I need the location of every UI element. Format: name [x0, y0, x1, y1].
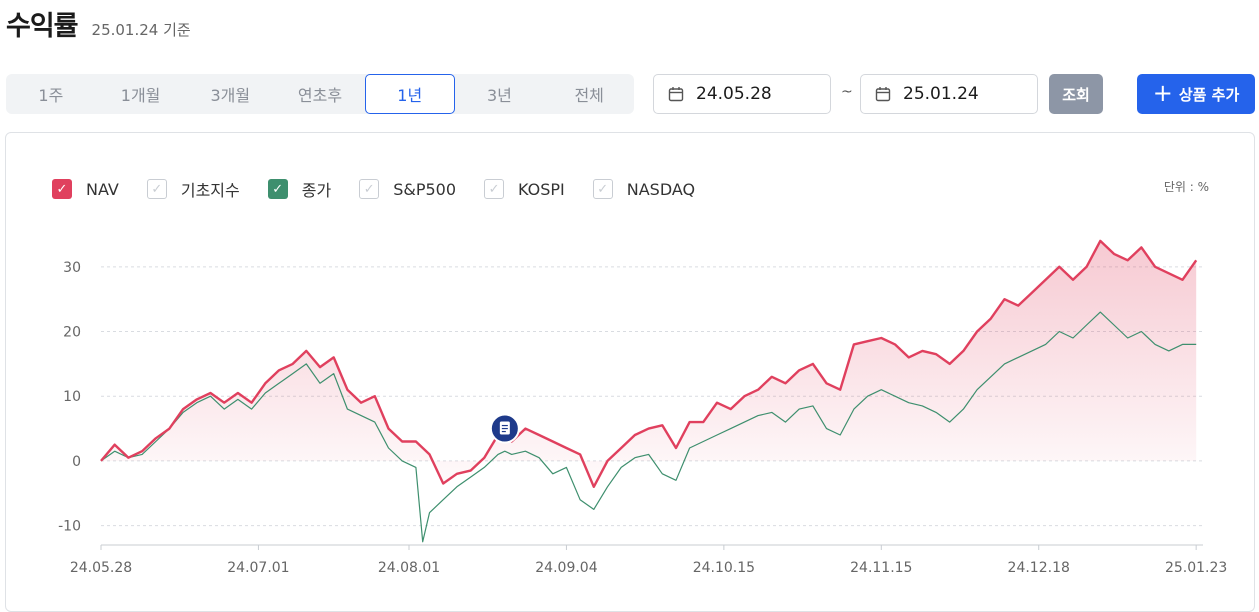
legend-label: 기초지수	[180, 181, 240, 200]
query-button[interactable]: 조회	[1049, 74, 1103, 114]
y-tick-label: -10	[58, 519, 81, 535]
legend-item[interactable]: ✓ KOSPI	[484, 179, 565, 199]
date-separator: ~	[841, 84, 853, 100]
legend-checkbox[interactable]: ✓	[359, 179, 380, 199]
nav-series-line	[100, 239, 1198, 488]
chart-legend: ✓ NAV ✓ 기초지수 ✓ 종가 ✓ S&P500 ✓ KOSPI ✓ NASDAQ	[52, 177, 723, 201]
plus-icon: +	[1152, 79, 1173, 107]
legend-checkbox[interactable]: ✓	[146, 179, 167, 199]
x-tick-label: 24.10.15	[693, 560, 755, 576]
legend-item[interactable]: ✓ S&P500	[359, 179, 456, 199]
unit-label: 단위 : %	[1163, 180, 1209, 194]
calendar-icon	[668, 87, 684, 102]
close-series-line	[100, 311, 1197, 543]
x-tick-label: 25.01.23	[1165, 560, 1227, 576]
page-header: 수익률 25.01.24 기준	[6, 4, 191, 43]
start-date-value: 24.05.28	[696, 84, 772, 104]
y-tick-label: 10	[63, 389, 81, 405]
period-tabs: 1주 1개월 3개월 연초후 1년 3년 전체	[6, 74, 634, 114]
y-tick-label: 30	[63, 260, 81, 276]
period-tab[interactable]: 연초후	[297, 86, 343, 105]
add-product-label: 상품 추가	[1178, 85, 1240, 104]
legend-checkbox[interactable]: ✓	[267, 179, 288, 199]
page-title: 수익률	[6, 11, 79, 42]
return-chart: 30 20 10 0 -10 24.05.28 24.07.01 24.08.01 24.09.…	[58, 239, 1227, 576]
chart-panel: ✓ NAV ✓ 기초지수 ✓ 종가 ✓ S&P500 ✓ KOSPI ✓ NASDAQ 단위 : % …	[5, 132, 1255, 612]
legend-label: NASDAQ	[626, 179, 696, 199]
x-tick-label: 24.12.18	[1008, 560, 1070, 576]
legend-label: S&P500	[393, 179, 457, 199]
legend-checkbox[interactable]: ✓	[592, 179, 613, 199]
period-tab[interactable]: 1주	[38, 86, 64, 105]
x-tick-label: 24.07.01	[227, 560, 289, 576]
legend-item[interactable]: ✓ NAV	[52, 179, 119, 199]
legend-item[interactable]: ✓ NASDAQ	[592, 179, 696, 199]
period-tab[interactable]: 전체	[574, 86, 604, 105]
end-date-input[interactable]: 25.01.24	[860, 74, 1038, 114]
nav-area	[101, 240, 1197, 487]
as-of-date: 25.01.24 기준	[91, 21, 191, 39]
y-tick-label: 0	[72, 454, 81, 470]
legend-label: NAV	[86, 179, 119, 199]
x-tick-label: 24.08.01	[378, 560, 440, 576]
legend-checkbox[interactable]: ✓	[484, 179, 505, 199]
legend-label: 종가	[301, 181, 332, 200]
calendar-icon	[875, 87, 891, 102]
end-date-value: 25.01.24	[903, 84, 979, 104]
period-tab[interactable]: 1년	[364, 74, 455, 114]
document-icon[interactable]	[489, 413, 520, 444]
legend-checkbox[interactable]: ✓	[52, 179, 72, 199]
period-tab[interactable]: 1개월	[120, 86, 161, 105]
add-product-button[interactable]: + 상품 추가	[1137, 74, 1255, 114]
period-tab[interactable]: 3개월	[210, 86, 251, 105]
period-tab[interactable]: 3년	[487, 86, 512, 105]
legend-item[interactable]: ✓ 기초지수	[146, 177, 240, 201]
y-tick-label: 20	[63, 325, 81, 341]
start-date-input[interactable]: 24.05.28	[653, 74, 831, 114]
legend-label: KOSPI	[518, 179, 565, 199]
x-tick-label: 24.05.28	[70, 560, 132, 576]
legend-item[interactable]: ✓ 종가	[267, 177, 332, 201]
x-tick-label: 24.09.04	[535, 560, 597, 576]
x-tick-label: 24.11.15	[850, 560, 912, 576]
